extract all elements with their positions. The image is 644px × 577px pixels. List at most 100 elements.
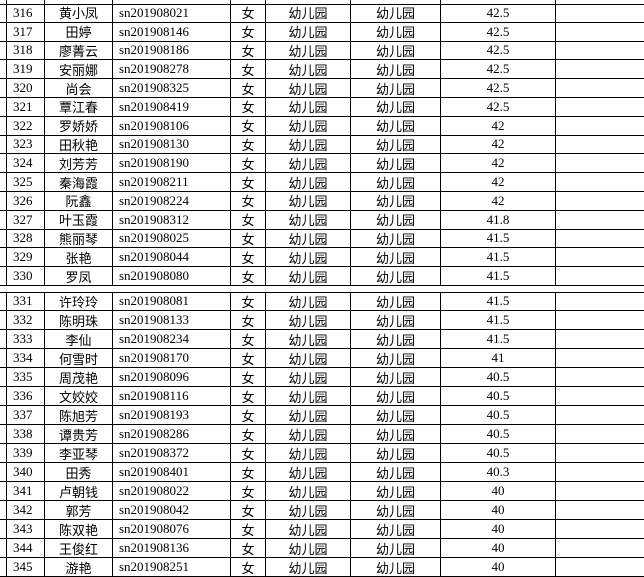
gender-cell: 女	[230, 79, 265, 97]
name-cell: 周茂艳	[44, 368, 112, 386]
position-cell: 幼儿园	[350, 79, 440, 97]
gender-cell: 女	[230, 368, 265, 386]
name-cell: 卢朝钱	[44, 482, 112, 500]
table-row: 325 秦海霞 sn201908211 女幼儿园 幼儿园 42	[0, 173, 644, 192]
empty-cell	[555, 154, 644, 173]
empty-cell	[555, 210, 644, 229]
row-number-cell: 319	[6, 60, 44, 79]
school-cell: 幼儿园	[265, 116, 350, 135]
student-id-cell: sn201908419	[112, 98, 230, 116]
gender-cell: 女	[230, 154, 265, 173]
score-cell: 42.5	[440, 4, 555, 22]
school-cell: 幼儿园	[265, 311, 350, 329]
school-cell: 幼儿园	[265, 539, 350, 557]
position-cell: 幼儿园	[350, 135, 440, 154]
student-id-cell: sn201908080	[112, 267, 230, 285]
empty-cell	[555, 501, 644, 519]
empty-cell	[555, 387, 644, 405]
student-id-cell: sn201908278	[112, 60, 230, 79]
row-number-cell: 325	[6, 173, 44, 191]
school-cell: 幼儿园	[265, 292, 350, 310]
empty-cell	[555, 248, 644, 267]
empty-cell	[555, 311, 644, 329]
name-cell: 陈旭芳	[44, 406, 112, 424]
student-id-cell	[112, 0, 230, 4]
row-number-cell: 343	[6, 520, 44, 538]
position-cell: 幼儿园	[350, 192, 440, 210]
score-cell: 42	[440, 173, 555, 191]
gender-cell: 女	[230, 60, 265, 79]
name-cell: 秦海霞	[44, 173, 112, 191]
row-number-cell: 341	[6, 482, 44, 500]
school-cell: 幼儿园	[265, 22, 350, 41]
gender-cell: 女	[230, 482, 265, 500]
score-cell: 41.5	[440, 248, 555, 267]
score-cell: 40	[440, 558, 555, 576]
score-cell: 42.5	[440, 60, 555, 79]
table-row: 343 陈双艳 sn201908076 女幼儿园 幼儿园 40	[0, 520, 644, 539]
name-cell: 田秀	[44, 463, 112, 481]
gender-cell: 女	[230, 444, 265, 462]
student-id-cell: sn201908170	[112, 349, 230, 367]
name-cell: 王俊红	[44, 539, 112, 557]
empty-cell	[555, 520, 644, 538]
position-cell: 幼儿园	[350, 539, 440, 557]
school-cell: 幼儿园	[265, 520, 350, 538]
row-number-cell: 329	[6, 248, 44, 267]
page-break	[0, 286, 644, 293]
student-id-cell: sn201908401	[112, 463, 230, 481]
student-id-cell: sn201908021	[112, 4, 230, 22]
school-cell: 幼儿园	[265, 79, 350, 97]
table-row: 326 阮鑫 sn201908224 女幼儿园 幼儿园 42	[0, 192, 644, 211]
table-row: 332 陈明珠 sn201908133 女幼儿园 幼儿园 41.5	[0, 311, 644, 330]
empty-cell	[555, 116, 644, 135]
position-cell: 幼儿园	[350, 248, 440, 267]
score-cell: 40.5	[440, 444, 555, 462]
table-row: 324 刘芳芳 sn201908190 女幼儿园 幼儿园 42	[0, 154, 644, 174]
row-number-cell: 327	[6, 210, 44, 229]
table-row: 318 廖菁云 sn201908186 女幼儿园 幼儿园 42.5	[0, 41, 644, 61]
row-number-cell: 338	[6, 425, 44, 443]
position-cell: 幼儿园	[350, 267, 440, 285]
school-cell: 幼儿园	[265, 60, 350, 79]
school-cell: 幼儿园	[265, 463, 350, 481]
name-cell: 黄小凤	[44, 4, 112, 22]
gender-cell	[230, 0, 265, 4]
table-row: 327 叶玉霞 sn201908312 女幼儿园 幼儿园 41.8	[0, 210, 644, 230]
table-row: 341 卢朝钱 sn201908022 女幼儿园 幼儿园 40	[0, 482, 644, 501]
school-cell: 幼儿园	[265, 425, 350, 443]
student-id-cell: sn201908372	[112, 444, 230, 462]
table-row: 328 熊丽琴 sn201908025 女幼儿园 幼儿园 41.5	[0, 229, 644, 249]
position-cell: 幼儿园	[350, 98, 440, 116]
empty-cell	[555, 349, 644, 367]
gender-cell: 女	[230, 98, 265, 116]
name-cell: 罗娇娇	[44, 116, 112, 135]
name-cell: 阮鑫	[44, 192, 112, 210]
school-cell: 幼儿园	[265, 154, 350, 173]
row-number-cell: 339	[6, 444, 44, 462]
score-cell: 42	[440, 154, 555, 173]
school-cell: 幼儿园	[265, 173, 350, 191]
school-cell: 幼儿园	[265, 558, 350, 576]
empty-cell	[555, 482, 644, 500]
school-cell: 幼儿园	[265, 192, 350, 210]
position-cell	[350, 0, 440, 4]
name-cell: 覃江春	[44, 98, 112, 116]
score-cell: 41.5	[440, 229, 555, 248]
position-cell: 幼儿园	[350, 4, 440, 22]
empty-cell	[555, 463, 644, 481]
school-cell: 幼儿园	[265, 349, 350, 367]
row-number-cell: 331	[6, 292, 44, 310]
empty-cell	[555, 558, 644, 576]
empty-cell	[555, 98, 644, 116]
score-cell: 40.5	[440, 368, 555, 386]
position-cell: 幼儿园	[350, 330, 440, 348]
gender-cell: 女	[230, 425, 265, 443]
school-cell: 幼儿园	[265, 444, 350, 462]
row-number-cell: 330	[6, 267, 44, 285]
score-cell: 41	[440, 349, 555, 367]
student-id-cell: sn201908106	[112, 116, 230, 135]
row-number-cell: 322	[6, 116, 44, 135]
position-cell: 幼儿园	[350, 482, 440, 500]
name-cell: 游艳	[44, 558, 112, 576]
